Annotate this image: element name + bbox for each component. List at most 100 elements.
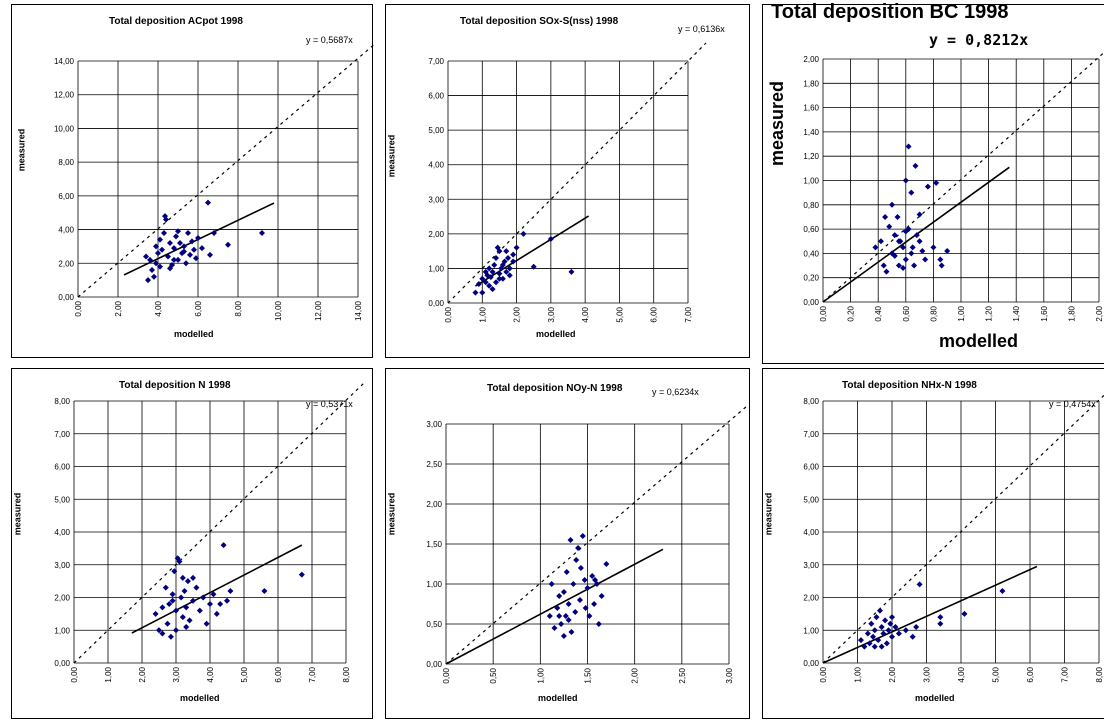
data-point	[161, 229, 167, 236]
data-point	[159, 630, 166, 637]
data-point	[572, 609, 579, 615]
data-point	[173, 233, 179, 240]
y-tick-label: 0,50	[426, 620, 442, 629]
data-point	[167, 633, 174, 640]
x-tick-label: 4,00	[957, 666, 966, 682]
chart-panel-acpot: Total deposition ACpot 1998 y = 0,5687x mo…	[11, 4, 377, 358]
data-point	[902, 627, 909, 634]
chart-panel-noy: Total deposition NOy-N 1998 y = 0,6234x mo…	[385, 368, 750, 719]
data-point	[151, 273, 157, 280]
data-point	[163, 216, 169, 223]
data-point	[165, 253, 171, 260]
data-point	[876, 607, 883, 614]
data-point	[181, 248, 187, 255]
one-to-one-line	[77, 42, 377, 298]
data-point	[157, 263, 163, 270]
data-point	[224, 597, 230, 604]
data-point	[913, 623, 920, 630]
data-point	[891, 252, 898, 259]
data-point	[261, 587, 268, 594]
data-point	[494, 244, 501, 251]
y-tick-label: 0,40	[803, 249, 819, 258]
data-point	[875, 637, 882, 644]
y-tick-label: 5,00	[428, 126, 444, 135]
data-point	[475, 280, 482, 287]
data-point	[900, 244, 907, 251]
data-point	[171, 256, 177, 263]
data-point	[866, 640, 873, 647]
data-point	[183, 623, 190, 630]
chart-title: Total deposition NHx-N 1998	[842, 380, 977, 391]
data-point	[506, 265, 513, 272]
x-tick-label: 10,00	[274, 300, 283, 321]
data-point	[185, 229, 191, 236]
data-point	[193, 584, 200, 591]
data-point	[179, 614, 186, 621]
y-tick-label: 7,00	[803, 430, 819, 439]
y-tick-label: 3,00	[54, 561, 70, 570]
data-point	[591, 601, 598, 607]
y-tick-label: 14,00	[54, 57, 75, 66]
y-tick-label: 4,00	[428, 161, 444, 170]
data-point	[547, 236, 554, 243]
chart-title: Total deposition NOy-N 1998	[487, 383, 623, 394]
data-point	[878, 643, 885, 650]
data-point	[913, 232, 920, 239]
y-tick-label: 0,20	[803, 274, 819, 283]
data-point	[871, 627, 878, 634]
data-point	[560, 633, 567, 639]
data-point	[889, 201, 895, 208]
data-point	[891, 232, 898, 239]
data-point	[562, 613, 569, 619]
x-tick-label: 14,00	[354, 300, 363, 321]
data-point	[187, 251, 193, 258]
y-tick-label: 1,20	[803, 152, 819, 161]
data-point	[883, 640, 890, 647]
chart-title: Total deposition ACpot 1998	[109, 16, 243, 27]
x-axis-label: modelled	[174, 329, 214, 339]
data-point	[937, 614, 944, 621]
data-point	[162, 584, 169, 591]
x-tick-label: 0,00	[442, 667, 451, 683]
data-point	[877, 238, 884, 245]
x-tick-label: 1,00	[957, 305, 966, 321]
chart-title: Total deposition SOx-S(nss) 1998	[460, 16, 619, 27]
y-tick-label: 6,00	[54, 463, 70, 472]
data-point	[259, 229, 265, 236]
y-tick-label: 10,00	[54, 124, 75, 133]
data-point	[153, 243, 159, 250]
data-point	[592, 577, 599, 583]
data-point	[225, 241, 231, 248]
x-tick-label: 0,00	[819, 305, 828, 321]
data-point	[496, 275, 503, 282]
x-tick-label: 8,00	[234, 300, 243, 316]
x-tick-label: 6,00	[1026, 666, 1035, 682]
data-point	[546, 613, 553, 619]
data-point	[886, 223, 893, 230]
data-point	[149, 267, 155, 274]
data-point	[175, 228, 181, 235]
y-tick-label: 0,00	[54, 659, 70, 668]
data-point	[916, 211, 923, 218]
data-point	[857, 637, 864, 644]
data-point	[175, 256, 181, 263]
x-tick-label: 8,00	[342, 666, 351, 682]
data-point	[227, 587, 234, 594]
x-tick-label: 1,80	[1067, 305, 1076, 321]
data-point	[174, 555, 181, 562]
data-point	[499, 261, 506, 268]
y-tick-label: 6,00	[803, 463, 819, 472]
data-point	[181, 243, 187, 250]
data-point	[551, 625, 558, 631]
x-axis-label: modelled	[536, 329, 576, 339]
y-tick-label: 0,00	[803, 659, 819, 668]
x-tick-label: 3,00	[172, 666, 181, 682]
scatter-plot: 0,000,00 0,50 0,50 1,00 1,00 1,50 1,50 2,00 2,00…	[426, 405, 748, 684]
data-point	[207, 251, 213, 258]
regression-equation: y = 0,5371x	[306, 399, 353, 409]
data-point	[167, 240, 173, 247]
data-point	[486, 282, 493, 289]
data-point	[195, 235, 201, 241]
chart-panel-sox: Total deposition SOx-S(nss) 1998 y = 0,61…	[385, 4, 750, 358]
chart-panel-bc: Total deposition BC 1998 y = 0,8212x model…	[762, 1, 1104, 364]
